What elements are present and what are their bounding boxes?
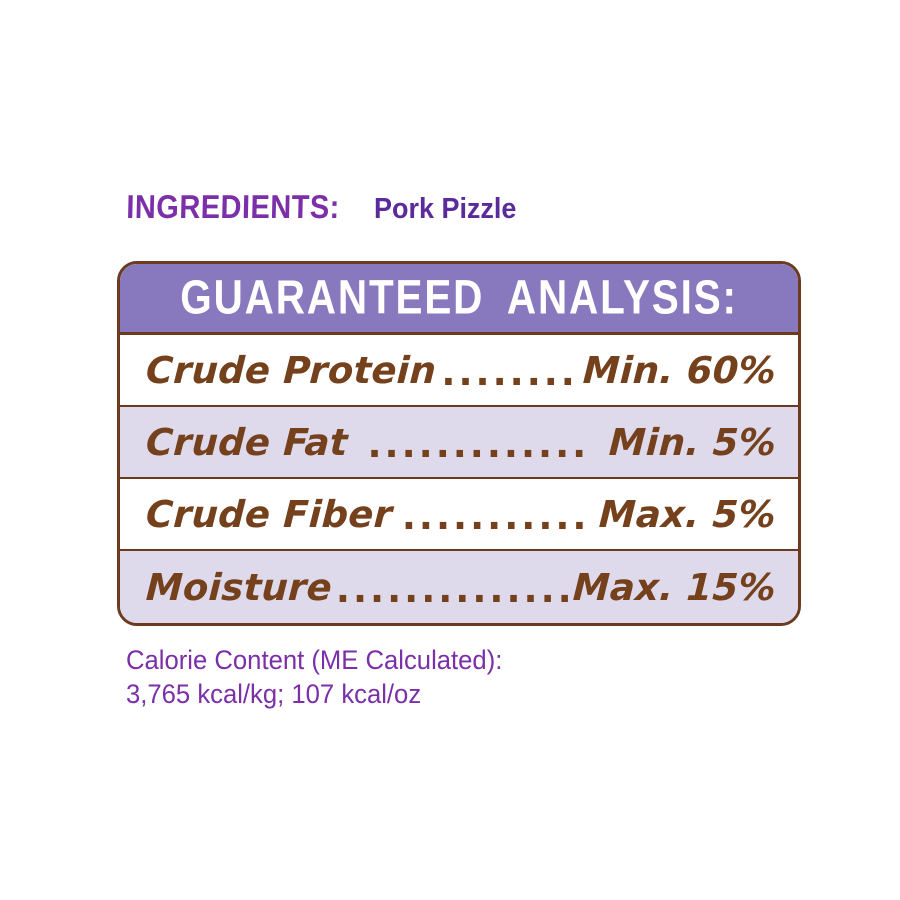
dot-leader: ........... xyxy=(401,497,590,535)
nutrient-value: Max. 5% xyxy=(598,492,778,536)
dot-leader: ............. xyxy=(367,425,590,463)
calorie-content-heading: Calorie Content (ME Calculated): xyxy=(126,645,503,675)
nutrient-name: Crude Protein xyxy=(144,348,438,392)
table-row: Moisture .............. Max. 15% xyxy=(120,551,798,623)
nutrient-value: Min. 60% xyxy=(581,348,778,392)
nutrient-value: Max. 15% xyxy=(572,566,778,609)
guaranteed-analysis-header: GUARANTEED ANALYSIS: xyxy=(120,264,798,335)
guaranteed-analysis-header-text: GUARANTEED ANALYSIS: xyxy=(180,270,738,325)
calorie-content-values: 3,765 kcal/kg; 107 kcal/oz xyxy=(126,679,422,709)
guaranteed-analysis-table: GUARANTEED ANALYSIS: Crude Protein .....… xyxy=(117,261,801,626)
table-row: Crude Fat ............. Min. 5% xyxy=(120,407,798,479)
ingredients-value: Pork Pizzle xyxy=(373,193,516,225)
table-row: Crude Protein ........ Min. 60% xyxy=(120,335,798,407)
dot-leader: ........ xyxy=(441,353,578,391)
table-row: Crude Fiber ........... Max. 5% xyxy=(120,479,798,551)
ingredients-line: INGREDIENTS: Pork Pizzle xyxy=(125,188,826,234)
calorie-content-block: Calorie Content (ME Calculated): 3,765 k… xyxy=(126,643,746,711)
nutrient-name: Crude Fat xyxy=(144,420,349,464)
nutrient-name: Moisture xyxy=(144,566,334,609)
nutrient-name: Crude Fiber xyxy=(144,492,394,536)
dot-leader: .............. xyxy=(335,571,574,608)
ingredients-label: INGREDIENTS: xyxy=(125,188,341,225)
nutrient-value: Min. 5% xyxy=(607,420,778,464)
